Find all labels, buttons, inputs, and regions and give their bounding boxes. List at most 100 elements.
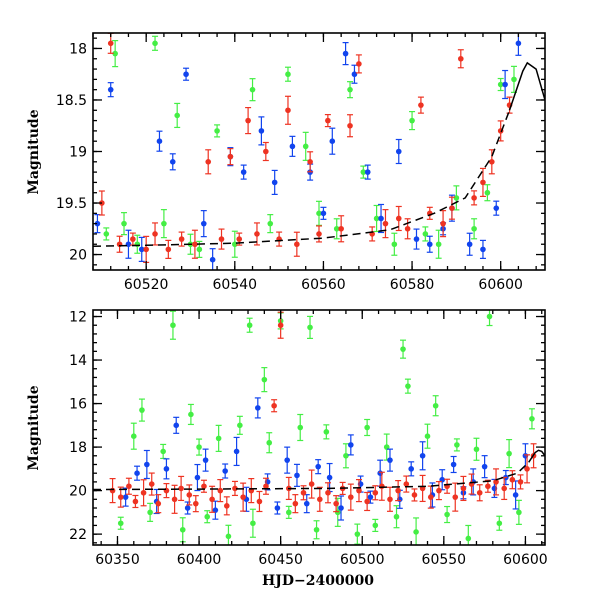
bottom-red-point <box>436 487 442 494</box>
top-green-point <box>152 40 158 47</box>
bottom-red-point <box>256 498 263 505</box>
top-red-point <box>227 153 234 160</box>
bottom-red-point <box>501 485 508 492</box>
bottom-green-point <box>506 450 512 457</box>
top-red-point <box>471 195 477 201</box>
top-blue-point <box>480 246 486 253</box>
bottom-red-point <box>509 476 516 483</box>
bottom-blue-point <box>212 507 219 513</box>
bottom-green-point <box>286 509 292 516</box>
bottom-red-point <box>460 485 467 492</box>
bottom-red-point <box>201 483 207 490</box>
bottom-y-tick-label: 12 <box>69 310 87 326</box>
bottom-green-point <box>354 531 361 537</box>
top-red-point <box>178 236 185 242</box>
bottom-y-tick-label: 20 <box>69 484 87 500</box>
top-green-point <box>121 220 127 227</box>
top-green-point <box>316 210 322 217</box>
bottom-green-point <box>323 429 330 435</box>
top-blue-point <box>329 138 336 144</box>
bottom-green-point <box>261 376 268 383</box>
top-blue-point <box>426 241 433 248</box>
bottom-plot-area <box>93 310 545 545</box>
top-blue-point <box>138 246 145 253</box>
bottom-blue-point <box>233 448 240 455</box>
bottom-red-point <box>452 494 459 500</box>
top-red-point <box>107 40 114 47</box>
top-red-point <box>165 246 172 253</box>
top-y-tick-label: 18.5 <box>56 93 87 109</box>
bottom-green-point <box>313 526 320 533</box>
bottom-red-point <box>427 494 434 500</box>
top-red-point <box>395 215 402 222</box>
top-green-point <box>347 86 353 93</box>
top-red-point <box>480 179 486 186</box>
bottom-red-point <box>395 487 401 494</box>
top-green-point <box>484 189 491 196</box>
bottom-blue-point <box>144 461 150 468</box>
bottom-red-point <box>379 483 385 490</box>
bottom-red-point <box>308 481 315 487</box>
top-green-point <box>232 241 238 248</box>
top-blue-point <box>94 220 101 227</box>
bottom-green-point <box>465 535 472 542</box>
top-panel: 60520 60540 60560 60580 60600 18 18.5 19 19.5 20 <box>56 32 546 293</box>
top-green-point <box>214 128 220 134</box>
bottom-red-point <box>155 500 162 507</box>
bottom-green-point <box>372 522 379 529</box>
bottom-red-point <box>411 492 418 498</box>
bottom-red-point <box>217 487 224 494</box>
bottom-blue-point <box>481 463 488 470</box>
top-red-point <box>489 159 495 165</box>
bottom-green-point <box>444 511 450 518</box>
top-blue-point <box>342 50 349 57</box>
bottom-blue-point <box>338 505 344 511</box>
top-green-point <box>391 241 398 248</box>
bottom-red-point <box>171 496 178 503</box>
top-green-point <box>453 195 460 201</box>
top-blue-point <box>183 71 189 78</box>
bottom-model-curve-solid <box>528 449 545 463</box>
bottom-red-point <box>277 322 284 329</box>
top-red-point <box>152 231 158 237</box>
top-blue-point <box>200 220 207 227</box>
bottom-green-point <box>130 433 137 440</box>
top-red-point <box>382 220 389 227</box>
top-green-point <box>267 220 274 227</box>
bottom-blue-point <box>408 466 414 472</box>
top-plot-area <box>93 33 545 270</box>
bottom-green-point <box>432 402 439 409</box>
top-blue-point <box>364 169 371 175</box>
bottom-green-point <box>246 322 253 329</box>
bottom-blue-point <box>222 468 228 474</box>
bottom-x-tick-label: 60400 <box>177 552 222 568</box>
top-green-point <box>471 225 477 232</box>
top-red-point <box>440 220 446 227</box>
bottom-blue-point <box>163 466 170 472</box>
bottom-red-point <box>372 489 379 496</box>
bottom-green-point <box>147 509 153 516</box>
bottom-red-point <box>126 483 132 490</box>
top-blue-point <box>125 241 132 248</box>
top-model-curve-solid <box>508 61 545 111</box>
bottom-green-point <box>383 444 390 450</box>
top-blue-point <box>320 210 327 217</box>
top-red-point <box>294 241 300 248</box>
bottom-green-point <box>215 435 222 442</box>
bottom-green-point <box>297 424 304 431</box>
bottom-red-point <box>132 498 139 505</box>
bottom-x-tick-label: 60350 <box>95 552 140 568</box>
bottom-blue-point <box>202 457 209 463</box>
bottom-green-point <box>160 448 166 455</box>
top-red-point <box>449 205 455 211</box>
bottom-x-tick-label: 60600 <box>503 552 548 568</box>
top-red-point <box>307 159 313 165</box>
top-green-point <box>103 231 110 237</box>
bottom-green-point <box>196 444 202 450</box>
top-red-point <box>347 122 353 129</box>
top-blue-point <box>289 143 296 150</box>
top-y-tick-label: 18 <box>69 41 87 57</box>
top-green-point <box>409 117 415 124</box>
bottom-green-point <box>266 439 273 446</box>
bottom-green-point <box>117 520 124 527</box>
